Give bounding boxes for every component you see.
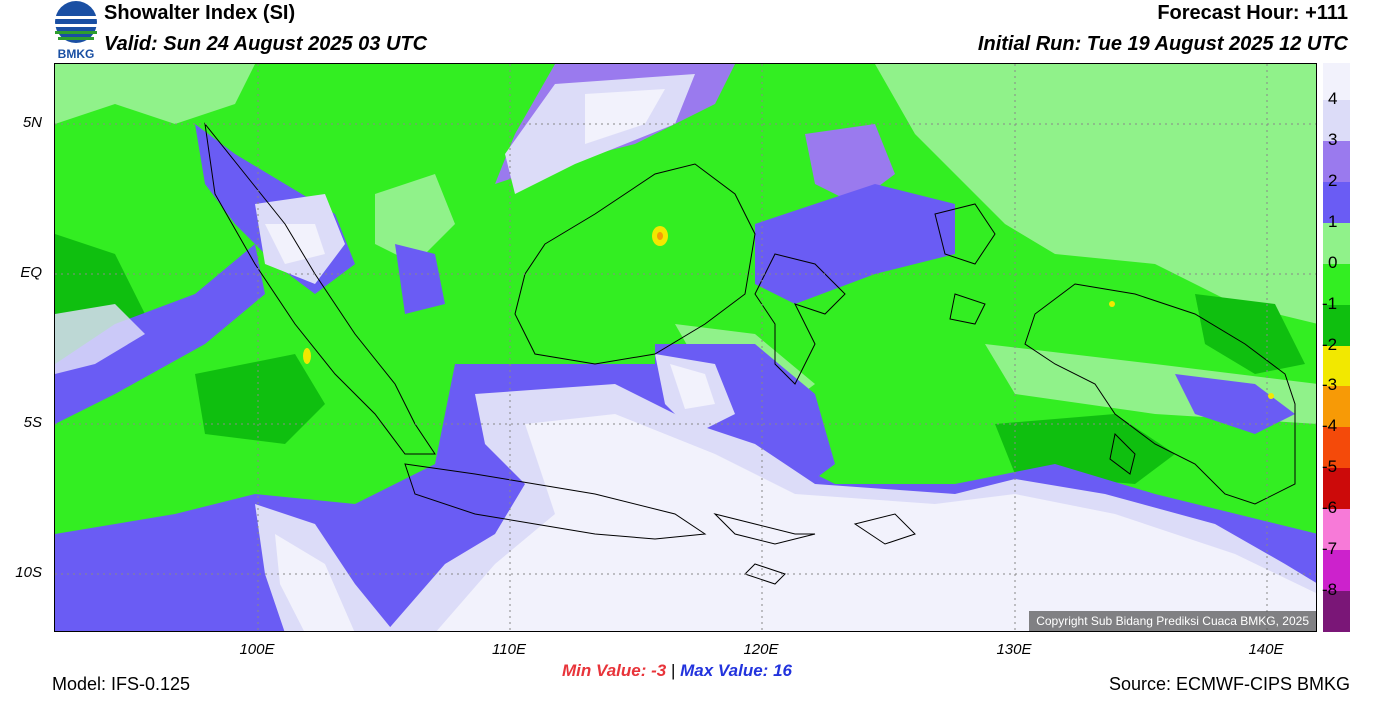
stats-separator: | <box>670 661 676 680</box>
legend-label: -8 <box>1322 580 1338 600</box>
min-label: Min Value: <box>562 661 647 680</box>
legend-label: -7 <box>1322 539 1338 559</box>
showalter-index-map <box>54 63 1317 632</box>
legend-label: -2 <box>1322 334 1338 354</box>
legend-label: 1 <box>1328 211 1338 231</box>
legend-label: 0 <box>1328 252 1338 272</box>
bmkg-logo: BMKG <box>52 0 100 61</box>
copyright-notice: Copyright Sub Bidang Prediksi Cuaca BMKG… <box>1029 611 1316 631</box>
legend-bin <box>1323 550 1350 592</box>
legend-bin <box>1323 386 1350 428</box>
legend-label: -4 <box>1322 416 1338 436</box>
logo-text: BMKG <box>58 47 95 60</box>
lat-label-5s: 5S <box>23 414 42 431</box>
legend-bin <box>1323 427 1350 469</box>
legend-label: -5 <box>1322 457 1338 477</box>
legend-bin <box>1323 263 1350 306</box>
legend-bin <box>1323 181 1350 224</box>
legend-bin <box>1323 591 1350 633</box>
legend-label: -6 <box>1322 498 1338 518</box>
max-value: 16 <box>773 661 792 680</box>
legend-bin <box>1323 345 1350 387</box>
lon-label-130e: 130E <box>996 641 1032 658</box>
legend-bin <box>1323 304 1350 347</box>
legend-label: 4 <box>1328 89 1338 108</box>
legend-bin <box>1323 140 1350 183</box>
forecast-hour: Forecast Hour: +111 <box>1157 2 1348 24</box>
lat-label-eq: EQ <box>20 264 42 281</box>
min-max-values: Min Value: -3 | Max Value: 16 <box>562 661 792 681</box>
valid-time: Valid: Sun 24 August 2025 03 UTC <box>104 33 428 55</box>
lon-label-140e: 140E <box>1248 641 1284 658</box>
legend-label: 2 <box>1328 170 1338 190</box>
legend-label: -3 <box>1322 375 1338 395</box>
lon-label-110e: 110E <box>492 641 526 658</box>
initial-run: Initial Run: Tue 19 August 2025 12 UTC <box>977 33 1348 55</box>
min-value: -3 <box>651 661 667 680</box>
legend-bin <box>1323 63 1350 101</box>
map-title: Showalter Index (SI) <box>104 2 296 24</box>
lat-label-10s: 10S <box>15 564 42 581</box>
legend-bin <box>1323 509 1350 551</box>
legend-bin <box>1323 468 1350 510</box>
legend-bin <box>1323 100 1350 142</box>
model-label: Model: IFS-0.125 <box>52 674 191 694</box>
color-legend <box>1323 63 1350 633</box>
legend-bin <box>1323 222 1350 265</box>
max-label: Max Value: <box>680 661 769 680</box>
legend-label: -1 <box>1322 293 1338 313</box>
lon-label-100e: 100E <box>239 641 275 658</box>
source-label: Source: ECMWF-CIPS BMKG <box>1108 674 1350 694</box>
lat-label-5n: 5N <box>22 114 42 131</box>
lon-label-120e: 120E <box>743 641 779 658</box>
legend-label: 3 <box>1328 129 1338 149</box>
